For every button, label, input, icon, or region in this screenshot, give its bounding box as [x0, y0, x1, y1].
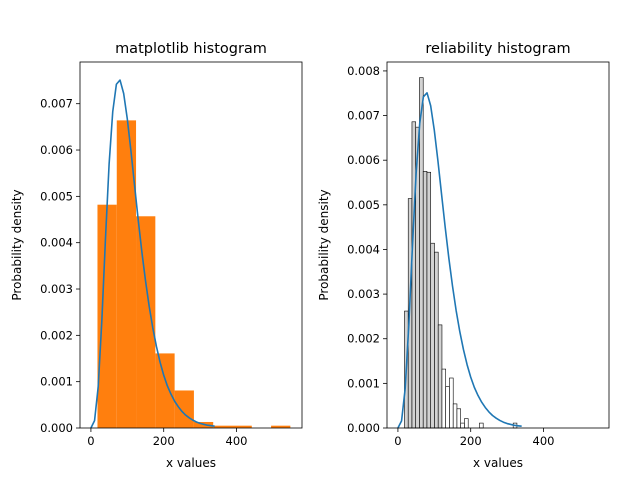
- y-tick-label: 0.001: [40, 375, 73, 389]
- chart-title: matplotlib histogram: [115, 41, 267, 57]
- x-axis-label: x values: [473, 456, 523, 470]
- y-tick-label: 0.000: [347, 421, 380, 435]
- histogram-bar-2: [411, 121, 417, 429]
- y-axis-label: Probability density: [317, 189, 331, 300]
- histogram-bar-5: [422, 171, 428, 429]
- histogram-bar-20: [479, 422, 484, 429]
- x-axis-label: x values: [166, 456, 216, 470]
- y-tick-label: 0.002: [347, 332, 380, 346]
- reliability-histogram-panel: 0 200 4000.0000.0010.0020.0030.0040.0050.0…: [317, 41, 610, 470]
- y-tick-label: 0.003: [40, 282, 73, 296]
- y-tick-label: 0.008: [347, 64, 380, 78]
- x-tick-label: 200: [153, 434, 175, 448]
- pdf-curve-line: [397, 92, 522, 429]
- histogram-bar-9: [437, 324, 443, 429]
- axes-frame: [386, 61, 610, 429]
- histogram-bar-7: [232, 425, 252, 428]
- y-tick-label: 0.006: [347, 153, 380, 167]
- y-axis-ticks: 0.000 0.001 0.002 0.003 0.004 0.005 0.006 0.007: [40, 97, 80, 435]
- histogram-bar-6: [213, 425, 233, 428]
- y-tick-label: 0.004: [40, 236, 73, 250]
- histogram-bar-8: [434, 251, 439, 429]
- histogram-bar-2: [136, 216, 156, 428]
- histogram-bar-14: [456, 408, 461, 429]
- histogram-bars: [404, 77, 518, 429]
- x-axis-ticks: 0 200 400: [87, 428, 247, 448]
- histogram-bar-15: [460, 422, 465, 429]
- y-tick-label: 0.003: [347, 287, 380, 301]
- y-tick-label: 0.007: [40, 97, 73, 111]
- x-tick-label: 400: [533, 434, 555, 448]
- histogram-bar-7: [430, 242, 435, 429]
- histogram-bar-4: [174, 390, 194, 428]
- matplotlib-histogram-panel: 0 200 4000.0000.0010.0020.0030.0040.0050.0…: [10, 41, 303, 470]
- histogram-bar-12: [449, 377, 454, 429]
- histogram-bar-9: [271, 425, 291, 428]
- x-tick-label: 0: [394, 434, 401, 448]
- y-tick-label: 0.005: [347, 198, 380, 212]
- y-tick-label: 0.002: [40, 328, 73, 342]
- histogram-bar-16: [464, 418, 469, 429]
- y-tick-label: 0.007: [347, 109, 380, 123]
- x-tick-label: 200: [460, 434, 482, 448]
- chart-title: reliability histogram: [425, 41, 570, 57]
- histogram-bar-1: [116, 120, 137, 428]
- histogram-bar-10: [441, 368, 447, 429]
- histogram-bar-6: [426, 171, 432, 429]
- x-tick-label: 400: [226, 434, 248, 448]
- pdf-curve-line: [90, 79, 215, 429]
- x-tick-label: 0: [87, 434, 94, 448]
- y-tick-label: 0.005: [40, 189, 73, 203]
- y-axis-label: Probability density: [10, 189, 24, 300]
- y-axis-ticks: 0.000 0.001 0.002 0.003 0.004 0.005 0.006 0.007…: [347, 64, 387, 435]
- y-tick-label: 0.001: [347, 376, 380, 390]
- y-tick-label: 0.006: [40, 143, 73, 157]
- histogram-bar-3: [155, 353, 175, 428]
- x-axis-ticks: 0 200 400: [394, 428, 554, 448]
- histogram-bar-0: [97, 204, 117, 428]
- y-tick-label: 0.000: [40, 421, 73, 435]
- y-tick-label: 0.004: [347, 242, 380, 256]
- histogram-bar-11: [445, 386, 450, 429]
- histogram-bar-13: [452, 403, 458, 429]
- axes-frame: [79, 61, 303, 429]
